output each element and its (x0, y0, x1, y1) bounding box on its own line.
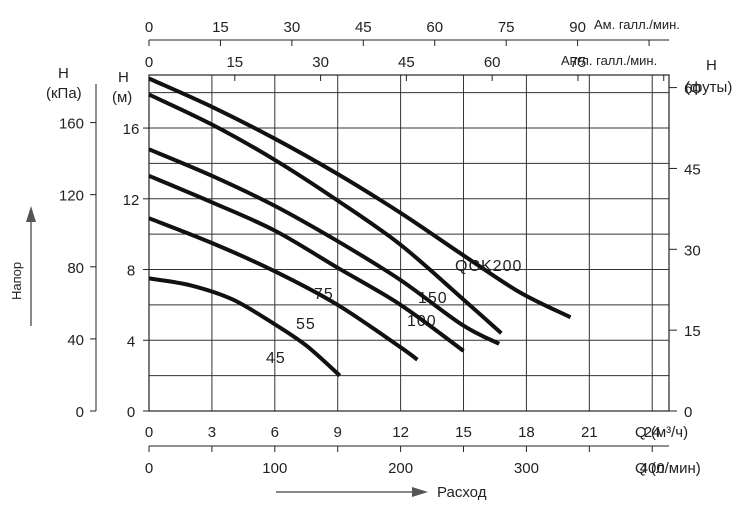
curve-label-qck200: QCK200 (455, 258, 522, 275)
ft-tick-label: 60 (684, 81, 701, 98)
head-arrow-label: Напор (9, 262, 24, 300)
curve-label-150: 150 (418, 290, 448, 307)
ft-axis-label-bottom: (футы) (685, 79, 732, 96)
curve-150 (148, 92, 503, 335)
m3h-tick-label: 9 (334, 424, 342, 441)
curve-75 (148, 173, 465, 353)
m-tick-label: 12 (123, 192, 140, 209)
us-gpm-tick-label: 90 (569, 19, 586, 36)
lmin-tick-label: 0 (145, 460, 153, 477)
ft-axis-label-top: H (706, 57, 717, 74)
curve-label-55: 55 (296, 316, 316, 333)
m3h-tick-label: 15 (455, 424, 472, 441)
m3h-tick-label: 24 (644, 424, 661, 441)
ft-tick-label: 45 (684, 161, 701, 178)
m-axis-label-bottom: (м) (112, 89, 132, 106)
us-gpm-tick-label: 15 (212, 19, 229, 36)
kpa-tick-label: 80 (67, 260, 84, 277)
us-gpm-tick-label: 0 (145, 19, 153, 36)
m3h-tick-label: 21 (581, 424, 598, 441)
m-tick-label: 4 (127, 333, 135, 350)
curve-label-45: 45 (266, 350, 286, 367)
uk-gpm-tick-label: 60 (484, 54, 501, 71)
flow-arrow-label: Расход (437, 484, 487, 501)
ft-tick-label: 15 (684, 323, 701, 340)
ft-tick-label: 0 (684, 404, 692, 421)
uk-gpm-tick-label: 15 (226, 54, 243, 71)
us-gpm-tick-label: 45 (355, 19, 372, 36)
us-gpm-tick-label: 60 (426, 19, 443, 36)
uk-gpm-tick-label: 75 (570, 54, 587, 71)
kpa-tick-label: 160 (59, 116, 84, 133)
kpa-axis-label-top: H (58, 65, 69, 82)
lmin-tick-label: 100 (262, 460, 287, 477)
uk-gpm-tick-label: 0 (145, 54, 153, 71)
us-gpm-tick-label: 30 (284, 19, 301, 36)
lmin-axis-label: Q (л/мин) (635, 460, 701, 477)
uk-gpm-tick-label: 30 (312, 54, 329, 71)
m3h-axis-label: Q (м³/ч) (635, 424, 688, 441)
us-gpm-axis-label: Ам. галл./мин. (594, 17, 680, 32)
m3h-tick-label: 12 (392, 424, 409, 441)
m3h-tick-label: 0 (145, 424, 153, 441)
curve-100 (148, 147, 501, 346)
m3h-tick-label: 18 (518, 424, 535, 441)
lmin-tick-label: 200 (388, 460, 413, 477)
lmin-tick-label: 300 (514, 460, 539, 477)
m3h-tick-label: 3 (208, 424, 216, 441)
m3h-tick-label: 6 (271, 424, 279, 441)
curve-45 (148, 276, 342, 378)
head-arrow (26, 206, 36, 326)
kpa-tick-label: 0 (76, 404, 84, 421)
m-tick-label: 0 (127, 404, 135, 421)
kpa-axis-label-bottom: (кПа) (46, 85, 82, 102)
curve-55 (148, 216, 419, 362)
us-gpm-tick-label: 75 (498, 19, 515, 36)
uk-gpm-tick-label: 45 (398, 54, 415, 71)
kpa-tick-label: 40 (67, 332, 84, 349)
flow-arrow (276, 487, 428, 497)
lmin-tick-label: 400 (640, 460, 665, 477)
m-axis-label-top: H (118, 69, 129, 86)
plot-frame (148, 74, 670, 412)
ft-tick-label: 30 (684, 242, 701, 259)
kpa-tick-label: 120 (59, 188, 84, 205)
curve-qck200 (148, 76, 572, 320)
m-tick-label: 8 (127, 263, 135, 280)
m-tick-label: 16 (123, 121, 140, 138)
uk-gpm-axis-label: Англ. галл./мин. (561, 53, 657, 68)
grid (149, 75, 669, 411)
